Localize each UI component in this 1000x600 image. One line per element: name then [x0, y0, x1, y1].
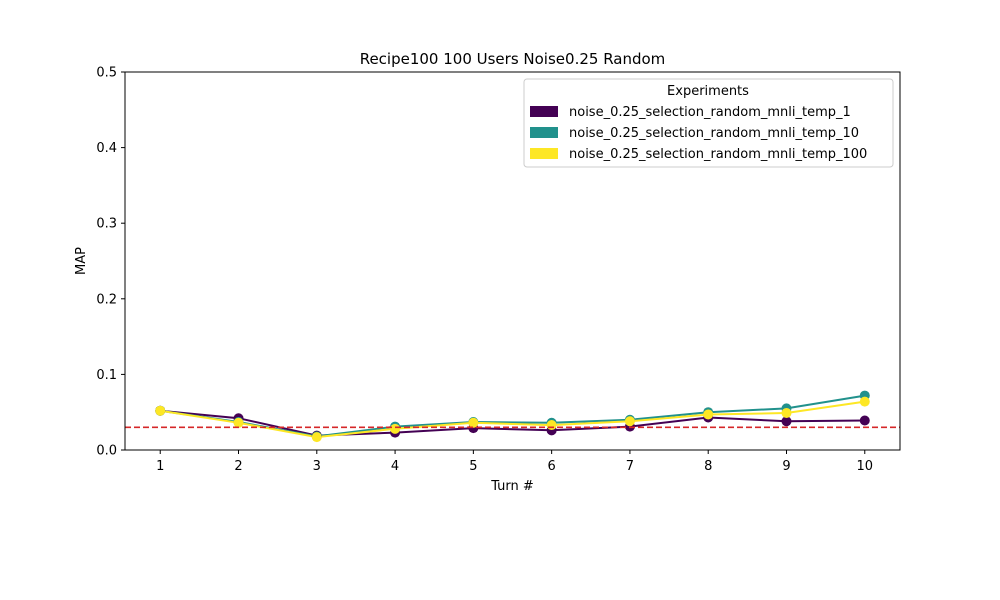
- legend-entry-label: noise_0.25_selection_random_mnli_temp_10…: [569, 147, 867, 162]
- chart-title: Recipe100 100 Users Noise0.25 Random: [360, 50, 666, 68]
- legend: Experiments noise_0.25_selection_random_…: [523, 78, 894, 168]
- series-1-point: [859, 415, 870, 426]
- legend-swatch: [530, 148, 558, 159]
- x-tick-label: 4: [391, 459, 399, 474]
- y-axis-label: MAP: [74, 247, 89, 275]
- series-3-point: [233, 417, 244, 428]
- y-tick-label: 0.5: [96, 66, 117, 81]
- legend-entry-label: noise_0.25_selection_random_mnli_temp_10: [569, 126, 859, 141]
- axes-frame: [124, 71, 901, 451]
- series-3-point: [468, 417, 479, 428]
- series-3-point: [390, 423, 401, 434]
- axes: 0.0 0.1 0.2 0.3 0.4 0.5 1 2 3 4 5 6 7 8 9 10: [96, 66, 901, 474]
- series-line-3: [160, 400, 865, 439]
- x-tick-label: 7: [626, 459, 634, 474]
- x-tick-label: 9: [782, 459, 790, 474]
- series-3-point: [859, 396, 870, 407]
- x-tick-label: 5: [469, 459, 477, 474]
- y-tick-label: 0.3: [96, 217, 117, 232]
- x-tick-label: 10: [856, 459, 873, 474]
- legend-swatch: [530, 127, 558, 138]
- series-1-point: [781, 416, 792, 427]
- series-line-1: [160, 409, 865, 437]
- x-tick-label: 3: [313, 459, 321, 474]
- series-3-point: [546, 420, 557, 431]
- series-3-point: [781, 407, 792, 418]
- series-line-2: [160, 394, 865, 438]
- y-tick-label: 0.0: [96, 444, 117, 459]
- series-3-point: [311, 432, 322, 443]
- series-3-point: [624, 416, 635, 427]
- legend-title: Experiments: [667, 84, 749, 99]
- legend-swatch: [530, 106, 558, 117]
- legend-frame: [523, 78, 894, 168]
- y-tick-label: 0.1: [96, 368, 117, 383]
- y-tick-label: 0.2: [96, 292, 117, 307]
- series-3-point: [155, 405, 166, 416]
- legend-entry-label: noise_0.25_selection_random_mnli_temp_1: [569, 105, 851, 120]
- y-tick-label: 0.4: [96, 141, 117, 156]
- x-tick-label: 1: [156, 459, 164, 474]
- series-3-point: [703, 409, 714, 420]
- plot-area: [125, 390, 900, 443]
- x-tick-label: 6: [548, 459, 556, 474]
- x-tick-label: 8: [704, 459, 712, 474]
- x-tick-label: 2: [234, 459, 242, 474]
- x-axis-label: Turn #: [490, 479, 534, 494]
